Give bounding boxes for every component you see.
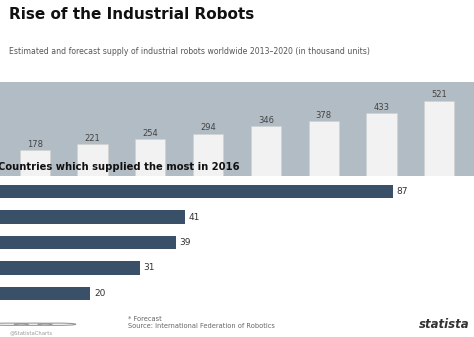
Text: 294: 294 [200, 123, 216, 132]
Text: 346: 346 [258, 116, 274, 125]
Text: 378: 378 [316, 111, 332, 120]
Text: 39: 39 [180, 238, 191, 247]
Bar [309, 121, 339, 176]
Text: 221: 221 [85, 134, 100, 143]
Text: @StatistaCharts: @StatistaCharts [9, 331, 53, 336]
Bar [19, 151, 50, 176]
Bar [193, 134, 223, 176]
Text: 521: 521 [431, 90, 447, 99]
Bar [0, 211, 185, 224]
Text: 178: 178 [27, 140, 43, 149]
Bar [424, 101, 455, 176]
Text: * Forecast
Source: International Federation of Robotics: * Forecast Source: International Federat… [128, 316, 275, 329]
Text: 433: 433 [374, 103, 390, 112]
Text: 87: 87 [396, 187, 408, 196]
Text: 20: 20 [94, 289, 105, 298]
Bar [0, 287, 90, 300]
Text: statista: statista [419, 318, 469, 331]
Text: 254: 254 [142, 129, 158, 138]
Bar [0, 261, 140, 275]
Text: Countries which supplied the most in 2016: Countries which supplied the most in 201… [0, 162, 239, 173]
Bar [0, 185, 393, 198]
Bar [135, 140, 165, 176]
Text: Rise of the Industrial Robots: Rise of the Industrial Robots [9, 6, 255, 22]
Text: Estimated and forecast supply of industrial robots worldwide 2013–2020 (in thous: Estimated and forecast supply of industr… [9, 48, 370, 57]
Bar [251, 126, 281, 176]
Text: 31: 31 [144, 264, 155, 272]
Bar [77, 144, 108, 176]
Text: 41: 41 [189, 213, 200, 221]
Bar [0, 236, 176, 249]
Bar [366, 114, 397, 176]
